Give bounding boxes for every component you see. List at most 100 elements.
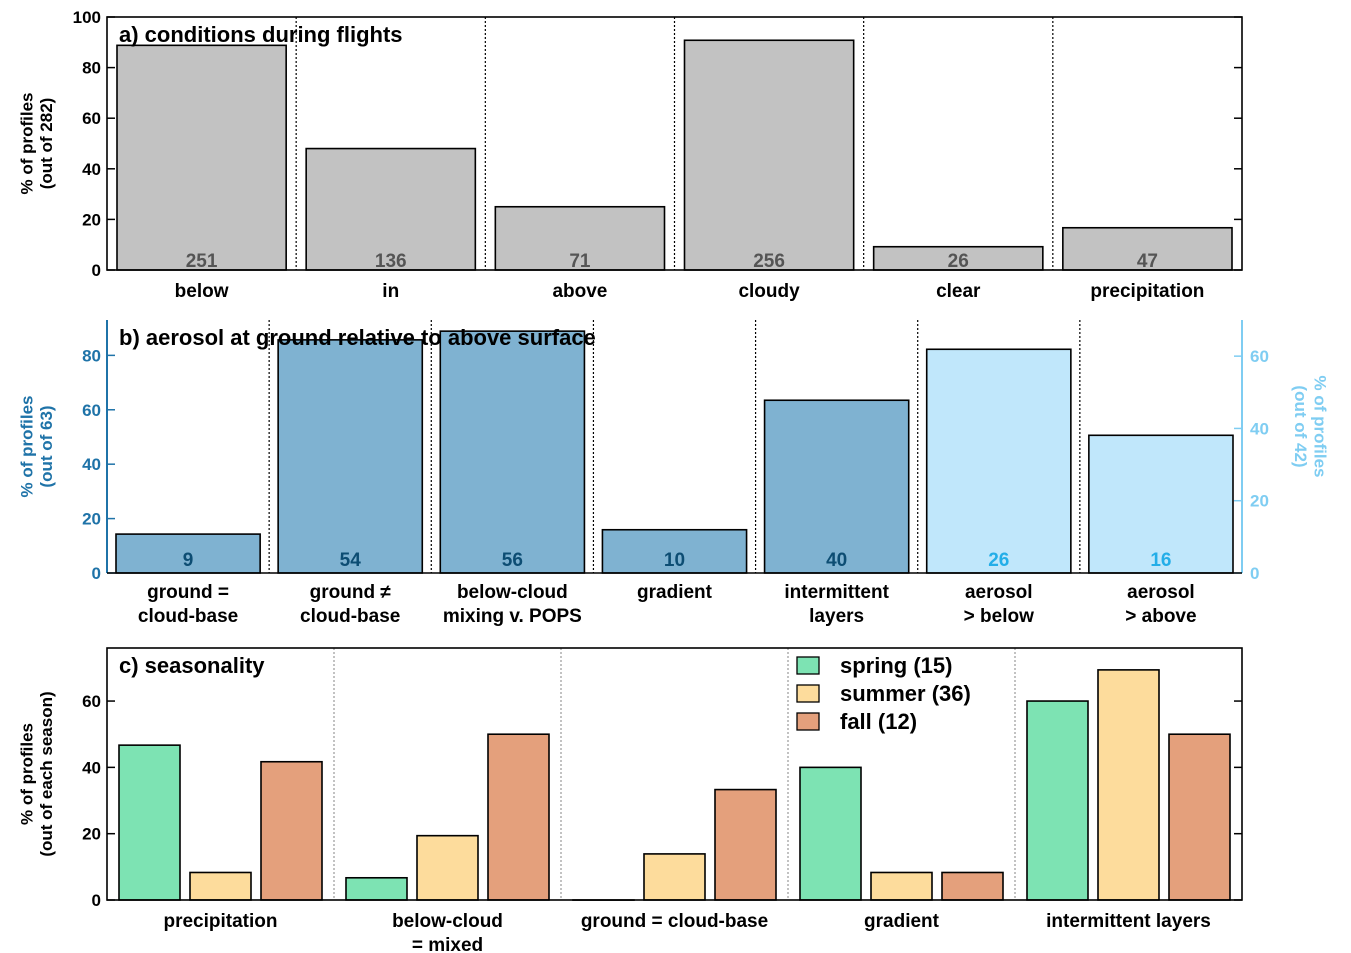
bar [277,339,424,574]
category-label: mixing v. POPS [443,606,582,627]
bar [345,876,408,901]
bar [116,44,287,271]
y-tick-label: 80 [82,59,101,78]
category-label: cloudy [738,281,800,302]
category-label: below [175,281,229,302]
count-label: 26 [948,251,969,272]
category-label: below-cloud [392,911,503,932]
legend-label: fall (12) [840,709,917,734]
y-axis-label-right: % of profiles(out of 42) [1291,375,1330,477]
category-label: gradient [864,911,940,932]
category-label: > above [1125,606,1196,627]
bar [416,834,479,901]
count-label: 47 [1137,251,1158,272]
bar [439,330,586,574]
category-label: layers [809,606,864,627]
y-tick-label: 60 [82,692,101,711]
y-tick-label-right: 60 [1250,347,1269,366]
bar [494,205,666,271]
count-label: 9 [183,550,194,571]
panel-c-seasonality: precipitation below-cloud = mixed ground = … [17,647,1243,953]
y-tick-label: 0 [92,261,101,280]
plot-frame [106,16,1243,271]
bar [1026,700,1089,901]
y-tick-label-right: 20 [1250,492,1269,511]
count-label: 56 [502,550,523,571]
y-tick-label: 0 [92,564,101,583]
bar [1062,226,1233,271]
category-label: cloud-base [300,606,400,627]
count-label: 136 [375,251,407,272]
bar [683,39,855,271]
bar [870,871,933,901]
category-label: gradient [637,582,713,603]
panel-title: a) conditions during flights [119,22,403,47]
y-axis-label: % of profiles(out of each season) [17,691,56,856]
category-label: ground = cloud-base [581,911,768,932]
category-label: precipitation [1090,281,1204,302]
y-tick-label: 40 [82,758,101,777]
count-label: 251 [186,251,218,272]
bar [1097,669,1160,901]
category-label: in [382,281,399,302]
category-label: clear [936,281,981,302]
category-label: below-cloud [457,582,568,603]
bar [305,147,477,271]
legend-swatch [796,712,820,731]
y-tick-label: 20 [82,510,101,529]
count-label: 40 [826,550,847,571]
category-label: cloud-base [138,606,238,627]
bar [799,766,862,901]
y-tick-label: 40 [82,455,101,474]
bar [118,744,181,901]
category-label: ground ≠ [310,582,392,603]
panel-title: b) aerosol at ground relative to above s… [119,325,596,350]
bar [1168,733,1231,901]
count-label: 10 [664,550,685,571]
category-label: precipitation [163,911,277,932]
count-label: 16 [1150,550,1171,571]
bar [714,788,777,901]
y-tick-label-right: 40 [1250,419,1269,438]
y-tick-label: 20 [82,210,101,229]
legend-swatch [796,656,820,675]
y-tick-label: 80 [82,346,101,365]
legend: spring (15) summer (36) fall (12) [796,653,971,734]
category-label: ground = [147,582,229,603]
count-label: 71 [569,251,591,272]
legend-swatch [796,684,820,703]
y-tick-label: 100 [73,8,101,27]
bar [189,871,252,901]
y-axis-label: % of profiles(out of 282) [17,92,56,194]
y-tick-label-right: 0 [1250,564,1259,583]
bar [763,399,910,574]
y-tick-label: 40 [82,160,101,179]
y-tick-label: 0 [92,891,101,910]
legend-label: summer (36) [840,681,971,706]
bar [487,733,550,901]
category-label: intermittent [784,582,889,603]
category-label: aerosol [965,582,1033,603]
panel-title: c) seasonality [119,653,265,678]
bar [1088,434,1234,574]
bar [260,760,323,901]
plot-frame [106,647,1243,901]
panel-b-aerosol-relative: 9 ground = cloud-base 54 ground ≠ cloud-base 5… [17,320,1330,627]
category-label: intermittent layers [1046,911,1211,932]
legend-label: spring (15) [840,653,952,678]
y-tick-label: 20 [82,825,101,844]
category-label: > below [964,606,1034,627]
category-label: aerosol [1127,582,1195,603]
count-label: 54 [340,550,362,571]
bar [643,853,706,901]
bar [941,871,1004,901]
category-label: = mixed [412,935,483,953]
bar [925,348,1072,574]
count-label: 26 [988,550,1009,571]
category-label: above [552,281,607,302]
y-tick-label: 60 [82,109,101,128]
panel-a-conditions-during-flights: 251 below 136 in 71 above 256 cloudy 26 clear 47 pr… [17,8,1243,302]
y-tick-label: 60 [82,401,101,420]
count-label: 256 [753,251,785,272]
